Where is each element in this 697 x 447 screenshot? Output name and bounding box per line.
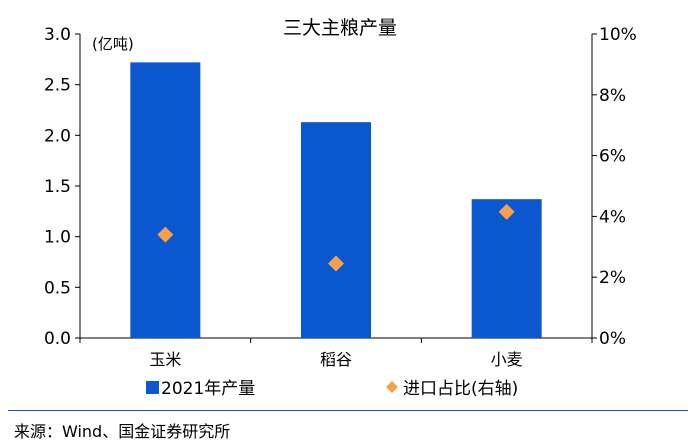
source-note: 来源：Wind、国金证券研究所 (14, 422, 231, 441)
plot-area: 0.0 0.5 1.0 1.5 2.0 2.5 3.0 0% 2% 4% 6% 8% 10% 玉米 稻谷 小麦 (44, 25, 637, 369)
y-right-tick-label: 4% (599, 207, 626, 227)
unit-label: (亿吨) (92, 35, 134, 53)
diamond-marker (328, 255, 344, 272)
y-left-tick-label: 2.0 (44, 126, 71, 146)
x-tick-label: 小麦 (491, 350, 523, 369)
diamond-marker (157, 226, 174, 243)
legend: 2021年产量 进口占比(右轴) (146, 379, 518, 399)
x-tick-label: 稻谷 (320, 350, 352, 369)
y-right-tick-label: 10% (599, 25, 637, 45)
legend-swatch-marker (386, 381, 398, 393)
legend-label-bar: 2021年产量 (161, 379, 255, 399)
legend-label-marker: 进口占比(右轴) (403, 379, 518, 399)
chart-title: 三大主粮产量 (283, 17, 397, 39)
bar (301, 122, 371, 338)
y-right-tick-label: 0% (599, 329, 626, 349)
y-left-tick-label: 1.5 (44, 177, 71, 197)
bar (130, 62, 201, 339)
y-right-tick-label: 6% (599, 147, 626, 167)
y-left-tick-label: 0.0 (44, 329, 71, 349)
y-left-tick-label: 2.5 (44, 76, 71, 96)
diamond-marker (498, 203, 515, 220)
chart: 三大主粮产量 (亿吨) 0.0 0.5 1.0 1.5 2.0 2.5 3.0 0% 2% 4% 6… (44, 17, 637, 399)
y-right-tick-label: 2% (599, 268, 626, 288)
footer-divider (8, 410, 688, 411)
x-tick-label: 玉米 (149, 350, 181, 369)
y-left-tick-label: 1.0 (44, 228, 71, 248)
y-left-tick-label: 0.5 (44, 278, 71, 298)
y-left-tick-label: 3.0 (44, 25, 71, 45)
y-right-tick-label: 8% (599, 86, 626, 106)
bar (471, 199, 542, 338)
legend-swatch-bar (146, 381, 159, 394)
